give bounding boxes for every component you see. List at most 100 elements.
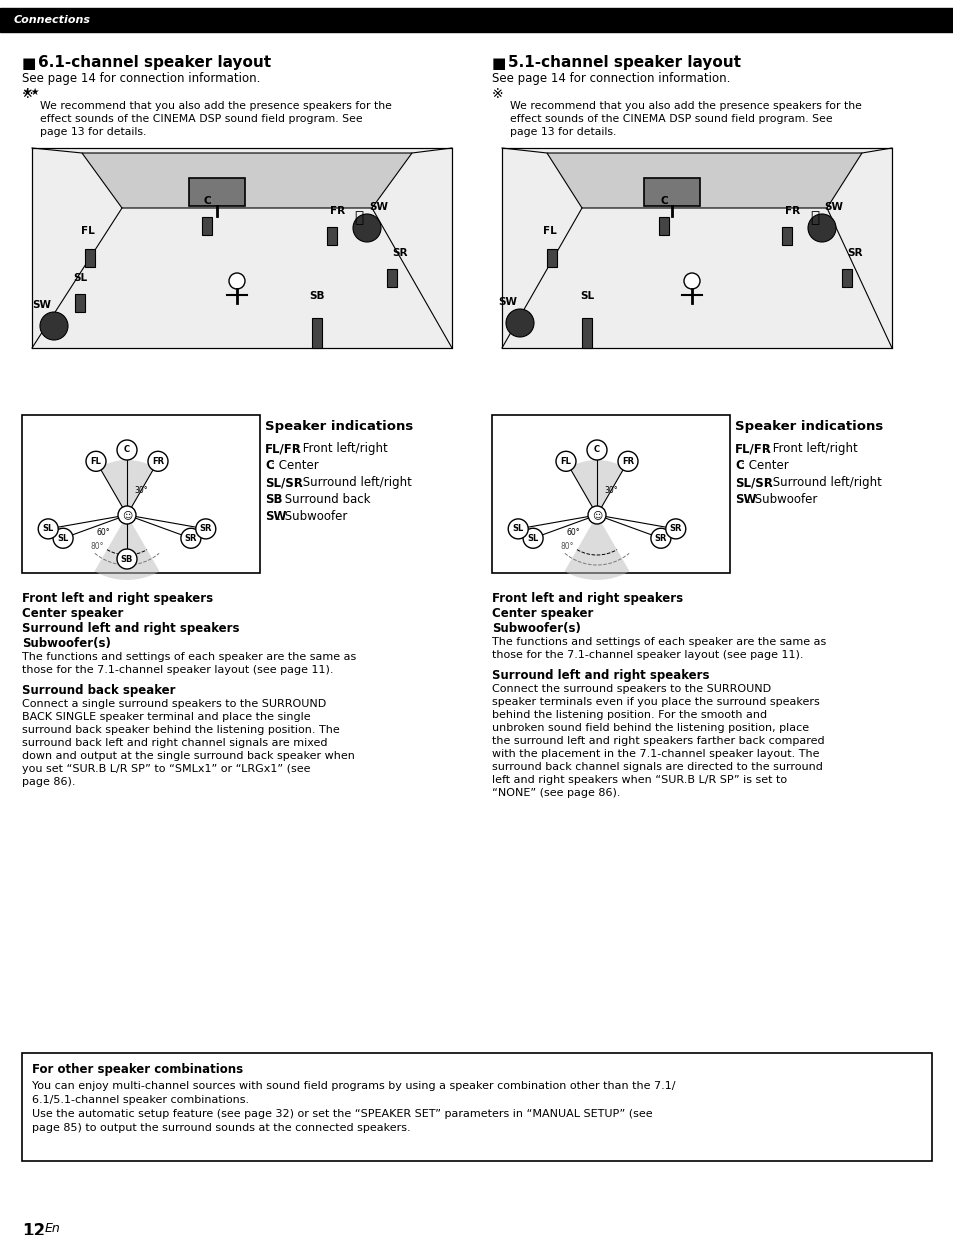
Text: Subwoofer(s): Subwoofer(s) [492,622,580,635]
Text: those for the 7.1-channel speaker layout (see page 11).: those for the 7.1-channel speaker layout… [492,650,802,659]
Text: BACK SINGLE speaker terminal and place the single: BACK SINGLE speaker terminal and place t… [22,713,311,722]
Circle shape [53,529,73,548]
Bar [659,217,668,235]
Text: SR: SR [654,534,666,542]
Polygon shape [94,515,159,580]
Text: See page 14 for connection information.: See page 14 for connection information. [22,72,260,85]
Text: ※: ※ [22,86,33,101]
Bar [0,7,953,32]
Text: SL: SL [72,273,87,283]
Text: FL: FL [560,457,571,466]
Text: surround back speaker behind the listening position. The: surround back speaker behind the listeni… [22,725,339,735]
Text: surround back channel signals are directed to the surround: surround back channel signals are direct… [492,762,822,772]
Bar [85,249,95,267]
Text: FR: FR [152,457,164,466]
Text: : Front left/right: : Front left/right [764,442,857,454]
Text: SL: SL [43,525,53,534]
Circle shape [38,519,58,538]
Text: SB: SB [265,493,282,506]
Text: : Surround left/right: : Surround left/right [294,475,412,489]
Text: En: En [45,1221,61,1235]
Text: page 13 for details.: page 13 for details. [510,127,616,137]
Text: left and right speakers when “SUR.B L/R SP” is set to: left and right speakers when “SUR.B L/R … [492,776,786,785]
Circle shape [229,273,245,289]
Text: : Center: : Center [271,459,318,472]
Circle shape [353,214,380,242]
Text: SW: SW [369,203,388,212]
Bar [312,317,322,348]
Text: 5.1-channel speaker layout: 5.1-channel speaker layout [507,56,740,70]
Bar [546,249,557,267]
Text: Subwoofer(s): Subwoofer(s) [22,637,111,650]
FancyBboxPatch shape [22,1053,931,1161]
Polygon shape [32,148,452,348]
Text: C: C [124,446,130,454]
Text: FR: FR [621,457,634,466]
Bar [189,178,245,206]
Text: You can enjoy multi-channel sources with sound field programs by using a speaker: You can enjoy multi-channel sources with… [32,1081,675,1091]
Text: ※: ※ [492,86,503,101]
Text: C: C [265,459,274,472]
Text: Surround left and right speakers: Surround left and right speakers [492,669,709,682]
Text: SR: SR [669,525,681,534]
Text: SR: SR [185,534,197,542]
Text: those for the 7.1-channel speaker layout (see page 11).: those for the 7.1-channel speaker layout… [22,664,334,676]
Circle shape [586,440,606,459]
Text: behind the listening position. For the smooth and: behind the listening position. For the s… [492,710,766,720]
Text: 🌿: 🌿 [809,210,819,225]
Text: : Subwoofer: : Subwoofer [746,493,817,506]
Text: 80°: 80° [560,542,574,551]
Polygon shape [99,459,154,515]
Text: : Surround back: : Surround back [276,493,370,506]
Text: C: C [203,196,211,206]
Text: speaker terminals even if you place the surround speakers: speaker terminals even if you place the … [492,697,819,706]
Text: ★★: ★★ [22,86,39,98]
FancyBboxPatch shape [492,415,729,573]
Text: For other speaker combinations: For other speaker combinations [32,1063,243,1076]
Bar [781,227,791,245]
Text: SR: SR [846,248,862,258]
Text: page 13 for details.: page 13 for details. [40,127,146,137]
Text: C: C [594,446,599,454]
Text: Speaker indications: Speaker indications [734,420,882,433]
Text: page 85) to output the surround sounds at the connected speakers.: page 85) to output the surround sounds a… [32,1123,410,1132]
Text: Speaker indications: Speaker indications [265,420,413,433]
Circle shape [665,519,685,538]
Bar [202,217,212,235]
Text: FL: FL [542,226,557,236]
Text: The functions and settings of each speaker are the same as: The functions and settings of each speak… [22,652,355,662]
Text: Center speaker: Center speaker [492,606,593,620]
Text: ☺: ☺ [122,510,132,520]
Bar [643,178,700,206]
Polygon shape [546,153,862,207]
Text: 6.1-channel speaker layout: 6.1-channel speaker layout [38,56,271,70]
Text: We recommend that you also add the presence speakers for the: We recommend that you also add the prese… [40,101,392,111]
Text: SW: SW [823,203,842,212]
Text: down and output at the single surround back speaker when: down and output at the single surround b… [22,751,355,761]
Polygon shape [82,153,412,207]
Text: ■: ■ [22,56,36,70]
Text: See page 14 for connection information.: See page 14 for connection information. [492,72,730,85]
Text: SL: SL [579,291,594,301]
Text: : Subwoofer: : Subwoofer [276,510,347,522]
Text: 30°: 30° [603,487,617,495]
Text: effect sounds of the CINEMA DSP sound field program. See: effect sounds of the CINEMA DSP sound fi… [510,114,832,124]
Bar [841,269,851,287]
Text: Center speaker: Center speaker [22,606,123,620]
Text: SL: SL [57,534,69,542]
Text: SW: SW [265,510,286,522]
Text: FL/FR: FL/FR [734,442,771,454]
Text: SW: SW [498,296,517,308]
Text: “NONE” (see page 86).: “NONE” (see page 86). [492,788,619,798]
Circle shape [86,451,106,472]
Text: SR: SR [392,248,407,258]
Circle shape [618,451,638,472]
Text: 60°: 60° [566,529,580,537]
Text: page 86).: page 86). [22,777,75,787]
Text: ☺: ☺ [591,510,601,520]
Bar [327,227,336,245]
Circle shape [117,440,137,459]
Bar [387,269,396,287]
Text: SB: SB [309,291,324,301]
Text: SL: SL [512,525,523,534]
